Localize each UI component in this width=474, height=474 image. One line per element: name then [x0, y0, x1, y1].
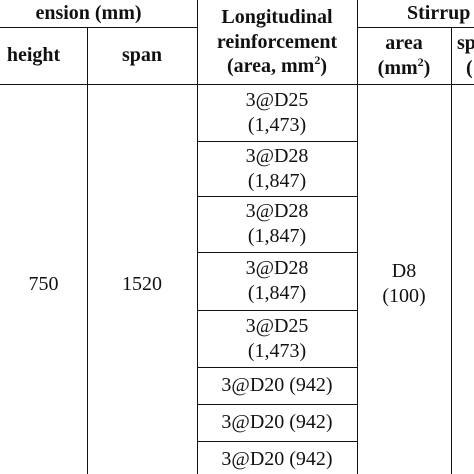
reinforcement-bars: 3@D20 (942) — [221, 411, 333, 434]
header-stirrup-area-line1: area — [385, 31, 423, 54]
height-value: 750 — [28, 272, 59, 295]
header-stirrup-spacing-line1: sp — [457, 31, 474, 54]
header-dimension: ension (mm) — [0, 0, 197, 27]
rule-row — [197, 252, 357, 253]
reinforcement-row: 3@D25 (1,473) — [197, 310, 357, 367]
header-stirrup-label: Stirrup — [407, 2, 471, 25]
reinforcement-row: 3@D20 (942) — [197, 404, 357, 441]
reinforcement-row: 3@D28 (1,847) — [197, 196, 357, 252]
rule-row — [197, 310, 357, 311]
header-longitudinal-reinforcement: Longitudinal reinforcement (area, mm2) — [197, 0, 357, 84]
header-longitudinal-unit-exponent: 2 — [314, 53, 321, 68]
reinforcement-row: 3@D20 (942) — [197, 441, 357, 474]
header-stirrup-area: area (mm2) — [357, 27, 451, 84]
reinforcement-row: 3@D28 (1,847) — [197, 252, 357, 310]
header-longitudinal-line3: (area, mm2) — [227, 54, 327, 79]
rule-row — [197, 196, 357, 197]
reinforcement-bars: 3@D25 — [245, 314, 309, 337]
header-height-label: height — [6, 44, 61, 67]
reinforcement-bars: 3@D20 (942) — [221, 448, 333, 471]
reinforcement-bars: 3@D20 (942) — [221, 374, 333, 397]
rule-row — [197, 441, 357, 442]
stirrup-area-value-cell: D8 (100) — [357, 84, 451, 474]
stirrup-area-value-line1: D8 — [391, 260, 417, 283]
span-value-cell: 1520 — [87, 84, 197, 474]
header-longitudinal-line1: Longitudinal — [221, 6, 333, 29]
reinforcement-area: (1,847) — [247, 225, 307, 247]
reinforcement-bars: 3@D28 — [245, 144, 309, 167]
reinforcement-bars: 3@D28 — [245, 200, 309, 223]
header-stirrup-area-close-paren: ) — [423, 56, 431, 79]
rule-row — [197, 404, 357, 405]
header-span-label: span — [121, 44, 163, 67]
header-dimension-label: ension (mm) — [35, 2, 142, 25]
header-stirrup-spacing-line2: ( — [466, 56, 473, 79]
reinforcement-bars: 3@D28 — [245, 257, 309, 280]
rule-column — [87, 27, 88, 474]
rule-column — [357, 0, 358, 474]
height-value-cell: 750 — [0, 84, 87, 474]
reinforcement-area: (1,473) — [247, 113, 307, 136]
rule-row — [197, 367, 357, 368]
header-stirrup-area-line2: (mm2) — [378, 56, 431, 81]
rule-header-bottom — [0, 84, 474, 85]
rule-header-split — [0, 27, 197, 28]
reinforcement-area: (1,847) — [247, 169, 307, 192]
header-stirrup: Stirrup — [357, 0, 474, 27]
reinforcement-row: 3@D25 (1,473) — [197, 84, 357, 141]
header-longitudinal-line2: reinforcement — [216, 30, 338, 53]
reinforcement-row: 3@D28 (1,847) — [197, 141, 357, 196]
stirrup-area-value-line2: (100) — [382, 285, 426, 307]
header-stirrup-area-unit-exponent: 2 — [417, 54, 424, 69]
rule-column — [197, 0, 198, 474]
rule-row — [197, 141, 357, 142]
rule-header-split — [357, 27, 474, 28]
rule-column — [451, 27, 452, 474]
reinforcement-area: (1,473) — [247, 339, 307, 362]
header-stirrup-area-unit: (mm — [377, 56, 418, 79]
header-longitudinal-close-paren: ) — [320, 55, 328, 78]
reinforcement-area: (1,847) — [247, 282, 307, 304]
header-longitudinal-unit: (area, mm — [226, 55, 315, 78]
reinforcement-bars: 3@D25 — [245, 88, 309, 111]
reinforcement-row: 3@D20 (942) — [197, 367, 357, 404]
header-stirrup-spacing: sp ( — [451, 27, 474, 84]
header-height: height — [0, 27, 87, 84]
header-span: span — [87, 27, 197, 84]
span-value: 1520 — [122, 272, 162, 295]
